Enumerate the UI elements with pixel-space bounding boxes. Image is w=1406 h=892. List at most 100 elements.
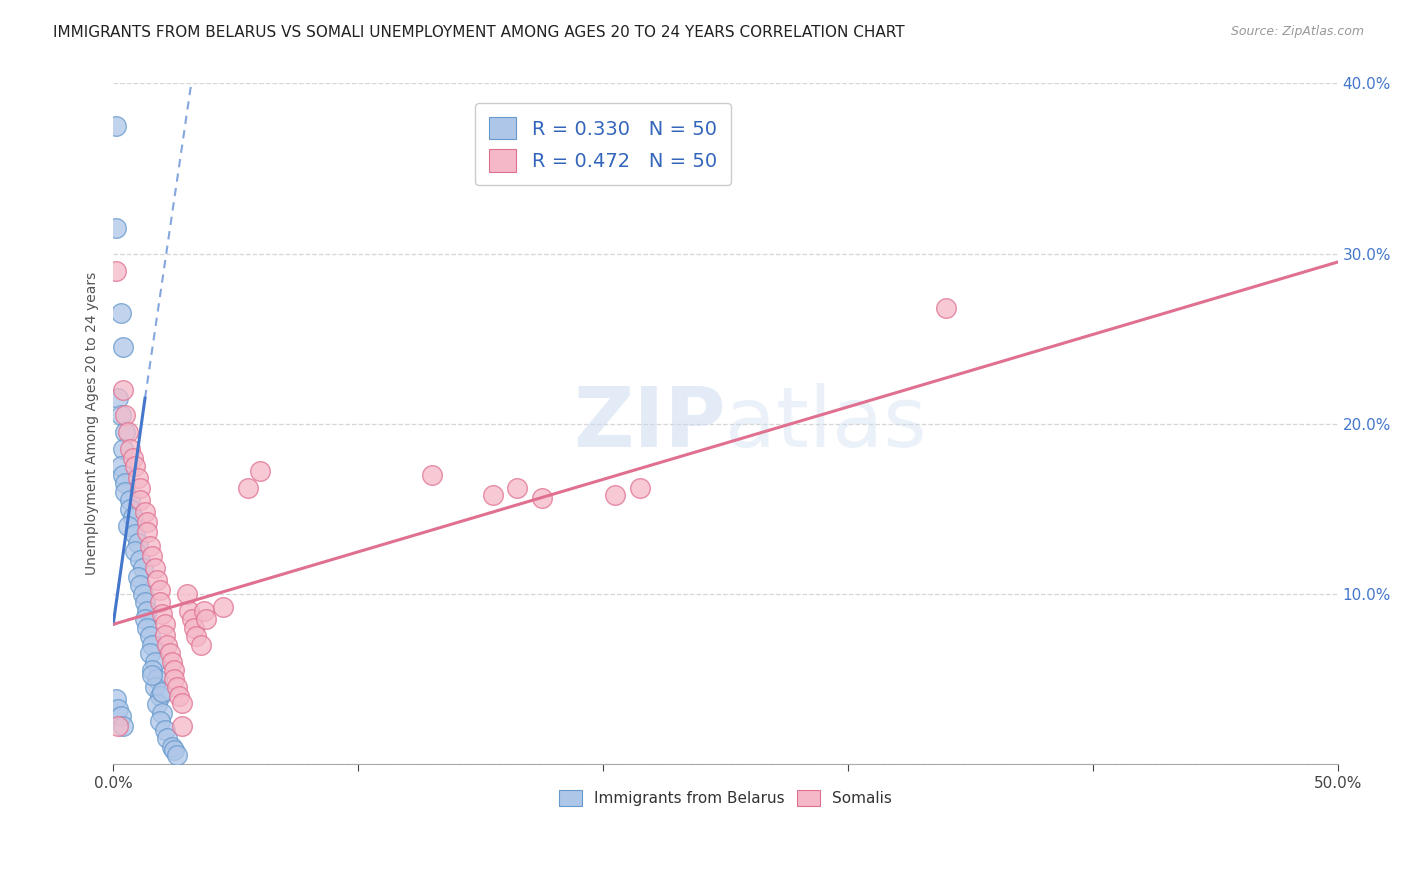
Point xyxy=(114,476,136,491)
Point xyxy=(124,544,146,558)
Point xyxy=(134,612,156,626)
Point xyxy=(110,459,132,474)
Point xyxy=(166,748,188,763)
Point xyxy=(163,672,186,686)
Point xyxy=(506,481,529,495)
Point xyxy=(195,612,218,626)
Point xyxy=(120,493,142,508)
Point xyxy=(156,638,179,652)
Point xyxy=(150,685,173,699)
Point xyxy=(114,425,136,439)
Point xyxy=(146,698,169,712)
Point xyxy=(143,680,166,694)
Point xyxy=(139,646,162,660)
Point xyxy=(110,408,132,422)
Point xyxy=(150,706,173,720)
Point xyxy=(121,510,143,524)
Point xyxy=(139,629,162,643)
Point xyxy=(136,516,159,530)
Point xyxy=(249,464,271,478)
Point xyxy=(150,607,173,621)
Point xyxy=(134,505,156,519)
Point xyxy=(146,573,169,587)
Point xyxy=(129,481,152,495)
Point xyxy=(117,518,139,533)
Point xyxy=(141,549,163,564)
Point xyxy=(159,646,181,660)
Point xyxy=(149,595,172,609)
Point xyxy=(129,578,152,592)
Legend: Immigrants from Belarus, Somalis: Immigrants from Belarus, Somalis xyxy=(551,782,900,814)
Point xyxy=(129,552,152,566)
Point xyxy=(111,719,134,733)
Point xyxy=(120,501,142,516)
Text: ZIP: ZIP xyxy=(572,384,725,464)
Point xyxy=(127,535,149,549)
Point xyxy=(160,655,183,669)
Point xyxy=(153,723,176,737)
Point xyxy=(149,714,172,729)
Point xyxy=(163,663,186,677)
Point xyxy=(170,719,193,733)
Point xyxy=(183,621,205,635)
Point xyxy=(124,459,146,474)
Point xyxy=(186,629,208,643)
Point xyxy=(120,442,142,457)
Point xyxy=(110,306,132,320)
Point xyxy=(114,408,136,422)
Point xyxy=(935,301,957,315)
Point xyxy=(110,709,132,723)
Point xyxy=(107,702,129,716)
Point xyxy=(136,525,159,540)
Point xyxy=(111,340,134,354)
Point xyxy=(156,731,179,746)
Point xyxy=(149,689,172,703)
Point xyxy=(193,604,215,618)
Point xyxy=(111,383,134,397)
Text: atlas: atlas xyxy=(725,384,927,464)
Point xyxy=(104,221,127,235)
Point xyxy=(149,583,172,598)
Point xyxy=(141,638,163,652)
Point xyxy=(117,425,139,439)
Point xyxy=(139,539,162,553)
Point xyxy=(176,587,198,601)
Point xyxy=(143,655,166,669)
Point xyxy=(107,719,129,733)
Point xyxy=(420,467,443,482)
Point xyxy=(190,638,212,652)
Point xyxy=(104,119,127,133)
Text: Source: ZipAtlas.com: Source: ZipAtlas.com xyxy=(1230,25,1364,38)
Point xyxy=(141,663,163,677)
Point xyxy=(121,450,143,465)
Point xyxy=(212,600,235,615)
Point xyxy=(163,743,186,757)
Point xyxy=(111,442,134,457)
Point xyxy=(127,570,149,584)
Point xyxy=(628,481,651,495)
Point xyxy=(114,484,136,499)
Point xyxy=(136,621,159,635)
Point xyxy=(236,481,259,495)
Point xyxy=(160,739,183,754)
Point xyxy=(111,467,134,482)
Point xyxy=(134,595,156,609)
Point xyxy=(530,491,553,506)
Text: IMMIGRANTS FROM BELARUS VS SOMALI UNEMPLOYMENT AMONG AGES 20 TO 24 YEARS CORRELA: IMMIGRANTS FROM BELARUS VS SOMALI UNEMPL… xyxy=(53,25,905,40)
Point xyxy=(481,488,503,502)
Point xyxy=(166,680,188,694)
Point xyxy=(131,561,153,575)
Point xyxy=(104,263,127,277)
Point xyxy=(107,391,129,405)
Point xyxy=(141,668,163,682)
Point xyxy=(153,627,176,641)
Point xyxy=(129,493,152,508)
Point xyxy=(170,696,193,710)
Point xyxy=(169,689,191,703)
Point xyxy=(146,672,169,686)
Point xyxy=(177,604,200,618)
Point xyxy=(605,488,627,502)
Point xyxy=(127,471,149,485)
Point xyxy=(131,587,153,601)
Point xyxy=(124,527,146,541)
